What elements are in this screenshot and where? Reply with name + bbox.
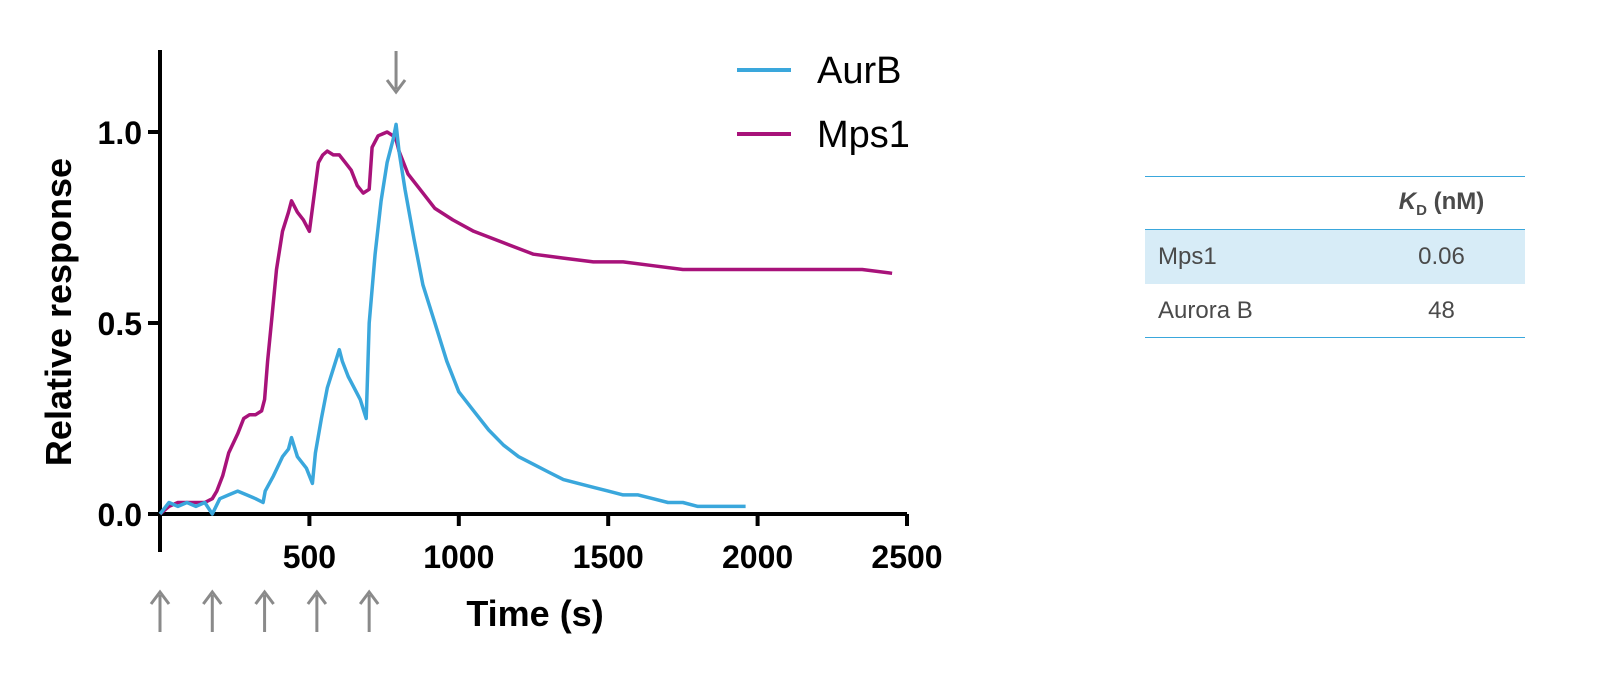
kd-header: KD (nM) <box>1398 187 1485 219</box>
injection-arrow-head <box>202 589 223 605</box>
injection-arrow-head <box>149 589 171 605</box>
x-tick-label: 1000 <box>423 539 494 575</box>
x-tick-label: 1500 <box>573 539 644 575</box>
x-tick-label: 500 <box>283 539 336 575</box>
kd-table: KD (nM) Mps1 0.06 Aurora B 48 <box>1145 176 1525 338</box>
kd-table-header: KD (nM) <box>1145 176 1525 230</box>
row-label: Aurora B <box>1158 296 1253 324</box>
injection-arrows <box>149 51 407 632</box>
injection-arrow-head <box>254 589 275 605</box>
y-tick-label: 1.0 <box>98 115 142 151</box>
injection-arrow-head <box>358 589 380 605</box>
table-row: Mps1 0.06 <box>1145 230 1525 284</box>
row-value: 48 <box>1428 296 1455 324</box>
x-tick-label: 2500 <box>871 539 942 575</box>
x-axis-label: Time (s) <box>466 593 603 634</box>
series-line-aurb <box>158 122 746 516</box>
y-tick-label: 0.5 <box>98 306 142 342</box>
binding-chart: 0.0 0.5 1.0 500 1000 1500 2000 2500 AurB Mps1 Ti… <box>38 50 943 634</box>
legend-label: Mps1 <box>817 114 910 156</box>
injection-arrow-head <box>306 589 328 605</box>
series-line-mps1 <box>158 130 893 516</box>
x-tick-label: 2000 <box>722 539 793 575</box>
series-layer <box>158 122 893 516</box>
table-row: Aurora B 48 <box>1145 284 1525 338</box>
y-axis-label: Relative response <box>38 158 79 466</box>
legend: AurB Mps1 <box>737 50 910 156</box>
axes: 0.0 0.5 1.0 500 1000 1500 2000 2500 <box>98 50 943 575</box>
legend-label: AurB <box>817 50 901 92</box>
dissociation-arrow-head <box>385 79 407 95</box>
y-tick-label: 0.0 <box>98 497 142 533</box>
row-value: 0.06 <box>1418 243 1465 270</box>
row-label: Mps1 <box>1158 243 1217 270</box>
